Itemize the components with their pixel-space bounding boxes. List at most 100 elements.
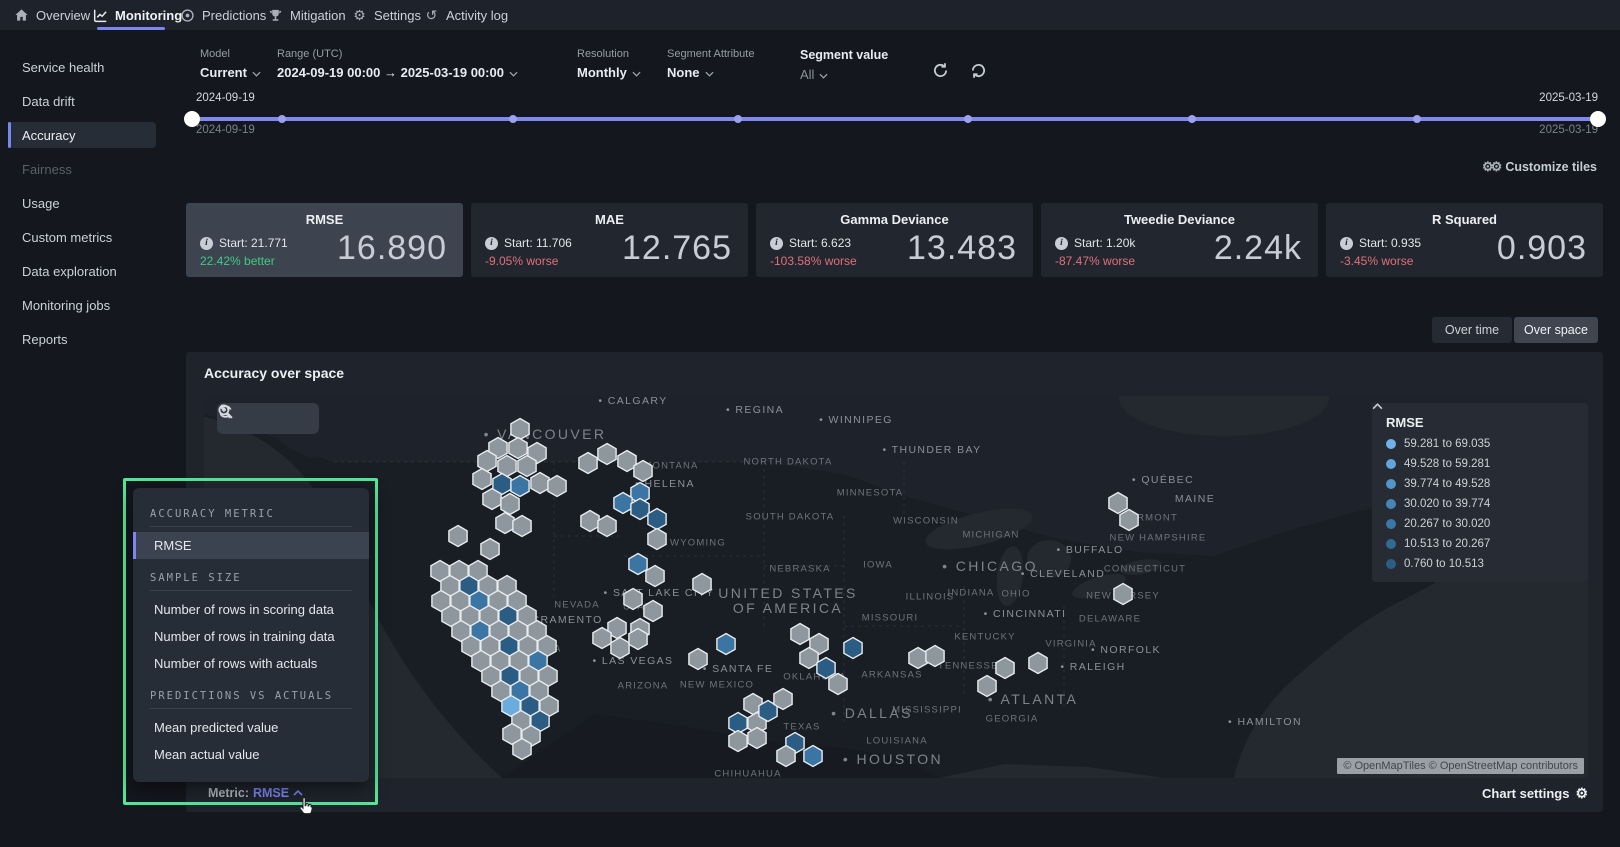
hexbin[interactable] [579,453,597,474]
hexbin[interactable] [513,516,531,537]
chart-settings-button[interactable]: Chart settings ⚙ [1482,785,1588,802]
hexbin[interactable] [513,739,531,760]
sidebar-item-reports[interactable]: Reports [8,326,156,352]
undo-icon[interactable] [970,62,988,80]
hexbin[interactable] [689,649,707,670]
hexbin[interactable] [511,419,529,440]
segment-attribute-dropdown[interactable]: None [667,65,754,80]
hexbin[interactable] [804,746,822,767]
hexbin[interactable] [996,658,1014,679]
hexbin[interactable] [481,539,499,560]
hexbin[interactable] [478,451,496,472]
info-icon[interactable]: i [770,237,783,250]
nav-item-settings[interactable]: ⚙Settings [352,0,421,30]
sidebar-item-monitoring-jobs[interactable]: Monitoring jobs [8,292,156,318]
hexbin[interactable] [598,516,616,537]
hexbin[interactable] [644,601,662,622]
dropdown-item-rmse[interactable]: RMSE [133,532,369,559]
hexbin[interactable] [774,689,792,710]
dropdown-item-number-of-rows-with-actuals[interactable]: Number of rows with actuals [133,650,369,677]
hexbin[interactable] [717,634,735,655]
hexbin[interactable] [531,473,549,494]
nav-item-mitigation[interactable]: Mitigation [268,0,346,30]
info-icon[interactable]: i [485,237,498,250]
chevron-up-icon[interactable] [1372,403,1383,410]
slider-handle-start[interactable] [184,111,200,127]
dropdown-item-number-of-rows-in-training-data[interactable]: Number of rows in training data [133,623,369,650]
hexbin[interactable] [791,624,809,645]
metric-tile-r-squared[interactable]: R SquarediStart: 0.935-3.45% worse0.903 [1326,203,1603,277]
hexbin[interactable] [598,444,616,465]
hexbin[interactable] [800,648,818,669]
slider-tick[interactable] [278,115,286,123]
timeline-slider[interactable] [192,117,1598,121]
accuracy-map[interactable]: • CALGARY• REGINA• WINNIPEG• VANCOUVER• … [204,396,1588,778]
hexbin[interactable] [634,461,652,482]
hexbin[interactable] [449,526,467,547]
hexbin[interactable] [648,509,666,530]
hexbin[interactable] [829,674,847,695]
reset-zoom-icon[interactable] [294,410,311,427]
refresh-icon[interactable] [932,62,950,80]
toggle-over-space[interactable]: Over space [1514,317,1598,343]
toggle-over-time[interactable]: Over time [1432,317,1512,343]
hexbin[interactable] [509,438,527,459]
info-icon[interactable]: i [1340,237,1353,250]
model-dropdown[interactable]: Current [200,65,261,80]
sidebar-item-fairness[interactable]: Fairness [8,156,156,182]
hexbin[interactable] [748,728,766,749]
metric-selector[interactable]: Metric: RMSE [208,786,303,800]
slider-tick[interactable] [964,115,972,123]
hexbin[interactable] [1109,493,1127,514]
resolution-dropdown[interactable]: Monthly [577,65,641,80]
info-icon[interactable]: i [1055,237,1068,250]
hexbin[interactable] [693,574,711,595]
sidebar-item-data-drift[interactable]: Data drift [8,88,156,114]
metric-tile-mae[interactable]: MAEiStart: 11.706-9.05% worse12.765 [471,203,748,277]
hexbin[interactable] [496,513,514,534]
hexbin[interactable] [501,494,519,515]
hexbin[interactable] [926,646,944,667]
range-dropdown[interactable]: 2024-09-19 00:00 → 2025-03-19 00:00 [277,65,518,80]
nav-item-predictions[interactable]: Predictions [180,0,266,30]
slider-tick[interactable] [509,115,517,123]
hexbin[interactable] [611,638,629,659]
hexbin[interactable] [629,629,647,650]
hexbin[interactable] [646,566,664,587]
dropdown-item-mean-predicted-value[interactable]: Mean predicted value [133,714,369,741]
hexbin[interactable] [817,658,835,679]
hexbin[interactable] [1120,510,1138,531]
dropdown-item-number-of-rows-in-scoring-data[interactable]: Number of rows in scoring data [133,596,369,623]
hexbin[interactable] [483,489,501,510]
hexbin[interactable] [593,628,611,649]
hexbin[interactable] [518,456,536,477]
nav-item-overview[interactable]: Overview [14,0,90,30]
sidebar-item-custom-metrics[interactable]: Custom metrics [8,224,156,250]
hexbin[interactable] [777,746,795,767]
metric-tile-rmse[interactable]: RMSEiStart: 21.77122.42% better16.890 [186,203,463,277]
hexbin[interactable] [1114,584,1132,605]
metric-tile-gamma-deviance[interactable]: Gamma DevianceiStart: 6.623-103.58% wors… [756,203,1033,277]
zoom-out-icon[interactable] [260,410,277,427]
segment-value-dropdown[interactable]: All [800,67,888,82]
hexbin[interactable] [729,731,747,752]
slider-tick[interactable] [1413,115,1421,123]
hexbin[interactable] [498,456,516,477]
hexbin[interactable] [473,469,491,490]
slider-handle-end[interactable] [1590,111,1606,127]
hexbin[interactable] [1029,653,1047,674]
slider-tick[interactable] [1188,115,1196,123]
hexbin[interactable] [844,638,862,659]
slider-tick[interactable] [734,115,742,123]
hexbin[interactable] [631,499,649,520]
sidebar-item-data-exploration[interactable]: Data exploration [8,258,156,284]
sidebar-item-usage[interactable]: Usage [8,190,156,216]
hexbin[interactable] [548,476,566,497]
hexbin[interactable] [614,493,632,514]
hexbin[interactable] [909,648,927,669]
nav-item-monitoring[interactable]: Monitoring [93,0,182,30]
customize-tiles-button[interactable]: ⚙⚙ Customize tiles [1482,159,1597,175]
nav-item-activity-log[interactable]: ↺Activity log [424,0,508,30]
metric-tile-tweedie-deviance[interactable]: Tweedie DevianceiStart: 1.20k-87.47% wor… [1041,203,1318,277]
dropdown-item-mean-actual-value[interactable]: Mean actual value [133,741,369,768]
